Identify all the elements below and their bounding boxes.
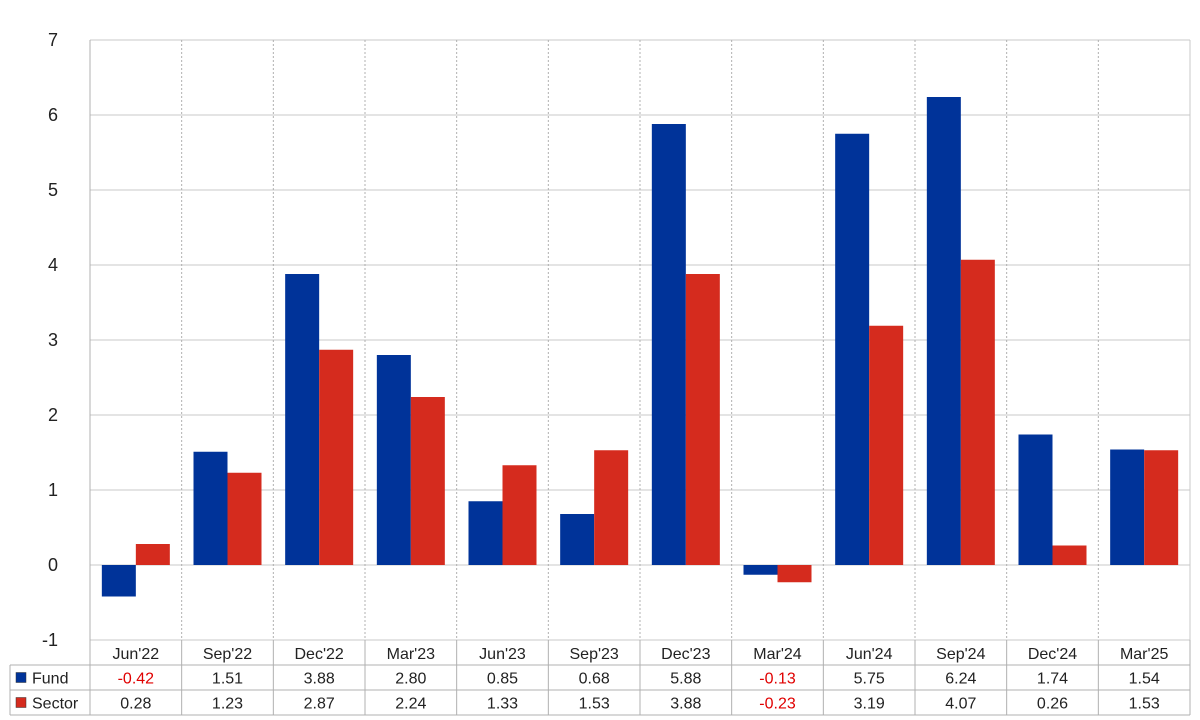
x-category-label: Mar'25 bbox=[1120, 646, 1169, 663]
y-tick-label: 7 bbox=[48, 30, 58, 50]
bar-fund bbox=[376, 355, 411, 565]
bar-sector bbox=[502, 465, 537, 565]
y-tick-label: 4 bbox=[48, 255, 58, 275]
data-table: Jun'22 Sep'22 Dec'22 Mar'23 Jun'23 Sep'23 Dec'… bbox=[9, 640, 1191, 716]
data-label-fund: 1.54 bbox=[1129, 671, 1160, 688]
x-category-label: Dec'24 bbox=[1028, 646, 1077, 663]
bar-sector bbox=[594, 450, 629, 565]
x-category-label: Dec'23 bbox=[661, 646, 710, 663]
data-label-sector: 3.88 bbox=[670, 696, 701, 713]
bar-fund bbox=[1110, 449, 1145, 565]
x-category-label: Jun'22 bbox=[113, 646, 160, 663]
data-label-fund: 1.51 bbox=[212, 671, 243, 688]
bar-fund bbox=[835, 133, 870, 565]
data-label-sector: 4.07 bbox=[945, 696, 976, 713]
y-tick-label: 6 bbox=[48, 105, 58, 125]
bar-sector bbox=[135, 544, 170, 565]
bar-sector bbox=[685, 274, 720, 565]
data-label-sector: 2.24 bbox=[395, 696, 426, 713]
bar-fund bbox=[101, 565, 136, 597]
bars bbox=[101, 97, 1179, 597]
legend-label-sector: Sector bbox=[32, 696, 79, 713]
gridlines bbox=[89, 39, 1191, 641]
bar-fund bbox=[193, 451, 228, 565]
y-tick-label: 2 bbox=[48, 405, 58, 425]
data-label-sector: 1.33 bbox=[487, 696, 518, 713]
y-tick-label: 0 bbox=[48, 555, 58, 575]
bar-sector bbox=[869, 325, 904, 565]
x-category-label: Sep'24 bbox=[936, 646, 985, 663]
bar-fund bbox=[1018, 434, 1053, 565]
legend-swatch-fund bbox=[15, 672, 27, 683]
x-category-label: Mar'24 bbox=[753, 646, 802, 663]
bar-fund bbox=[651, 124, 686, 565]
data-label-fund: 5.88 bbox=[670, 671, 701, 688]
y-tick-label: -1 bbox=[42, 630, 58, 650]
data-label-fund: 5.75 bbox=[854, 671, 885, 688]
y-tick-label: 3 bbox=[48, 330, 58, 350]
data-label-sector: 1.53 bbox=[579, 696, 610, 713]
bar-sector bbox=[319, 349, 354, 565]
x-category-label: Jun'24 bbox=[846, 646, 893, 663]
data-label-sector: 0.26 bbox=[1037, 696, 1068, 713]
data-label-sector: 2.87 bbox=[304, 696, 335, 713]
bar-fund bbox=[468, 501, 503, 565]
y-tick-label: 1 bbox=[48, 480, 58, 500]
bar-fund bbox=[560, 514, 595, 565]
data-label-fund: -0.42 bbox=[118, 671, 155, 688]
x-category-label: Mar'23 bbox=[387, 646, 436, 663]
data-label-sector: 1.23 bbox=[212, 696, 243, 713]
bar-sector bbox=[227, 472, 262, 565]
bar-sector bbox=[960, 259, 995, 565]
y-tick-label: 5 bbox=[48, 180, 58, 200]
data-label-fund: 2.80 bbox=[395, 671, 426, 688]
data-label-fund: 0.85 bbox=[487, 671, 518, 688]
x-category-label: Jun'23 bbox=[479, 646, 526, 663]
legend-swatch-sector bbox=[15, 697, 27, 708]
x-category-label: Sep'22 bbox=[203, 646, 252, 663]
bar-fund bbox=[926, 97, 961, 565]
x-category-label: Dec'22 bbox=[295, 646, 344, 663]
y-axis-ticks: -1 0 1 2 3 4 5 6 7 bbox=[42, 30, 58, 650]
bar-sector bbox=[777, 565, 812, 583]
data-label-sector: 3.19 bbox=[854, 696, 885, 713]
data-label-sector: -0.23 bbox=[759, 696, 796, 713]
bar-sector bbox=[1144, 450, 1179, 565]
bar-fund bbox=[743, 565, 778, 575]
data-label-sector: 1.53 bbox=[1129, 696, 1160, 713]
bar-fund bbox=[285, 274, 320, 565]
data-label-fund: 6.24 bbox=[945, 671, 976, 688]
data-label-fund: 1.74 bbox=[1037, 671, 1068, 688]
data-label-fund: 0.68 bbox=[579, 671, 610, 688]
data-label-sector: 0.28 bbox=[120, 696, 151, 713]
bar-sector bbox=[410, 397, 445, 565]
data-label-fund: 3.88 bbox=[304, 671, 335, 688]
data-label-fund: -0.13 bbox=[759, 671, 796, 688]
legend-label-fund: Fund bbox=[32, 671, 68, 688]
bar-sector bbox=[1052, 545, 1087, 565]
x-category-label: Sep'23 bbox=[570, 646, 619, 663]
